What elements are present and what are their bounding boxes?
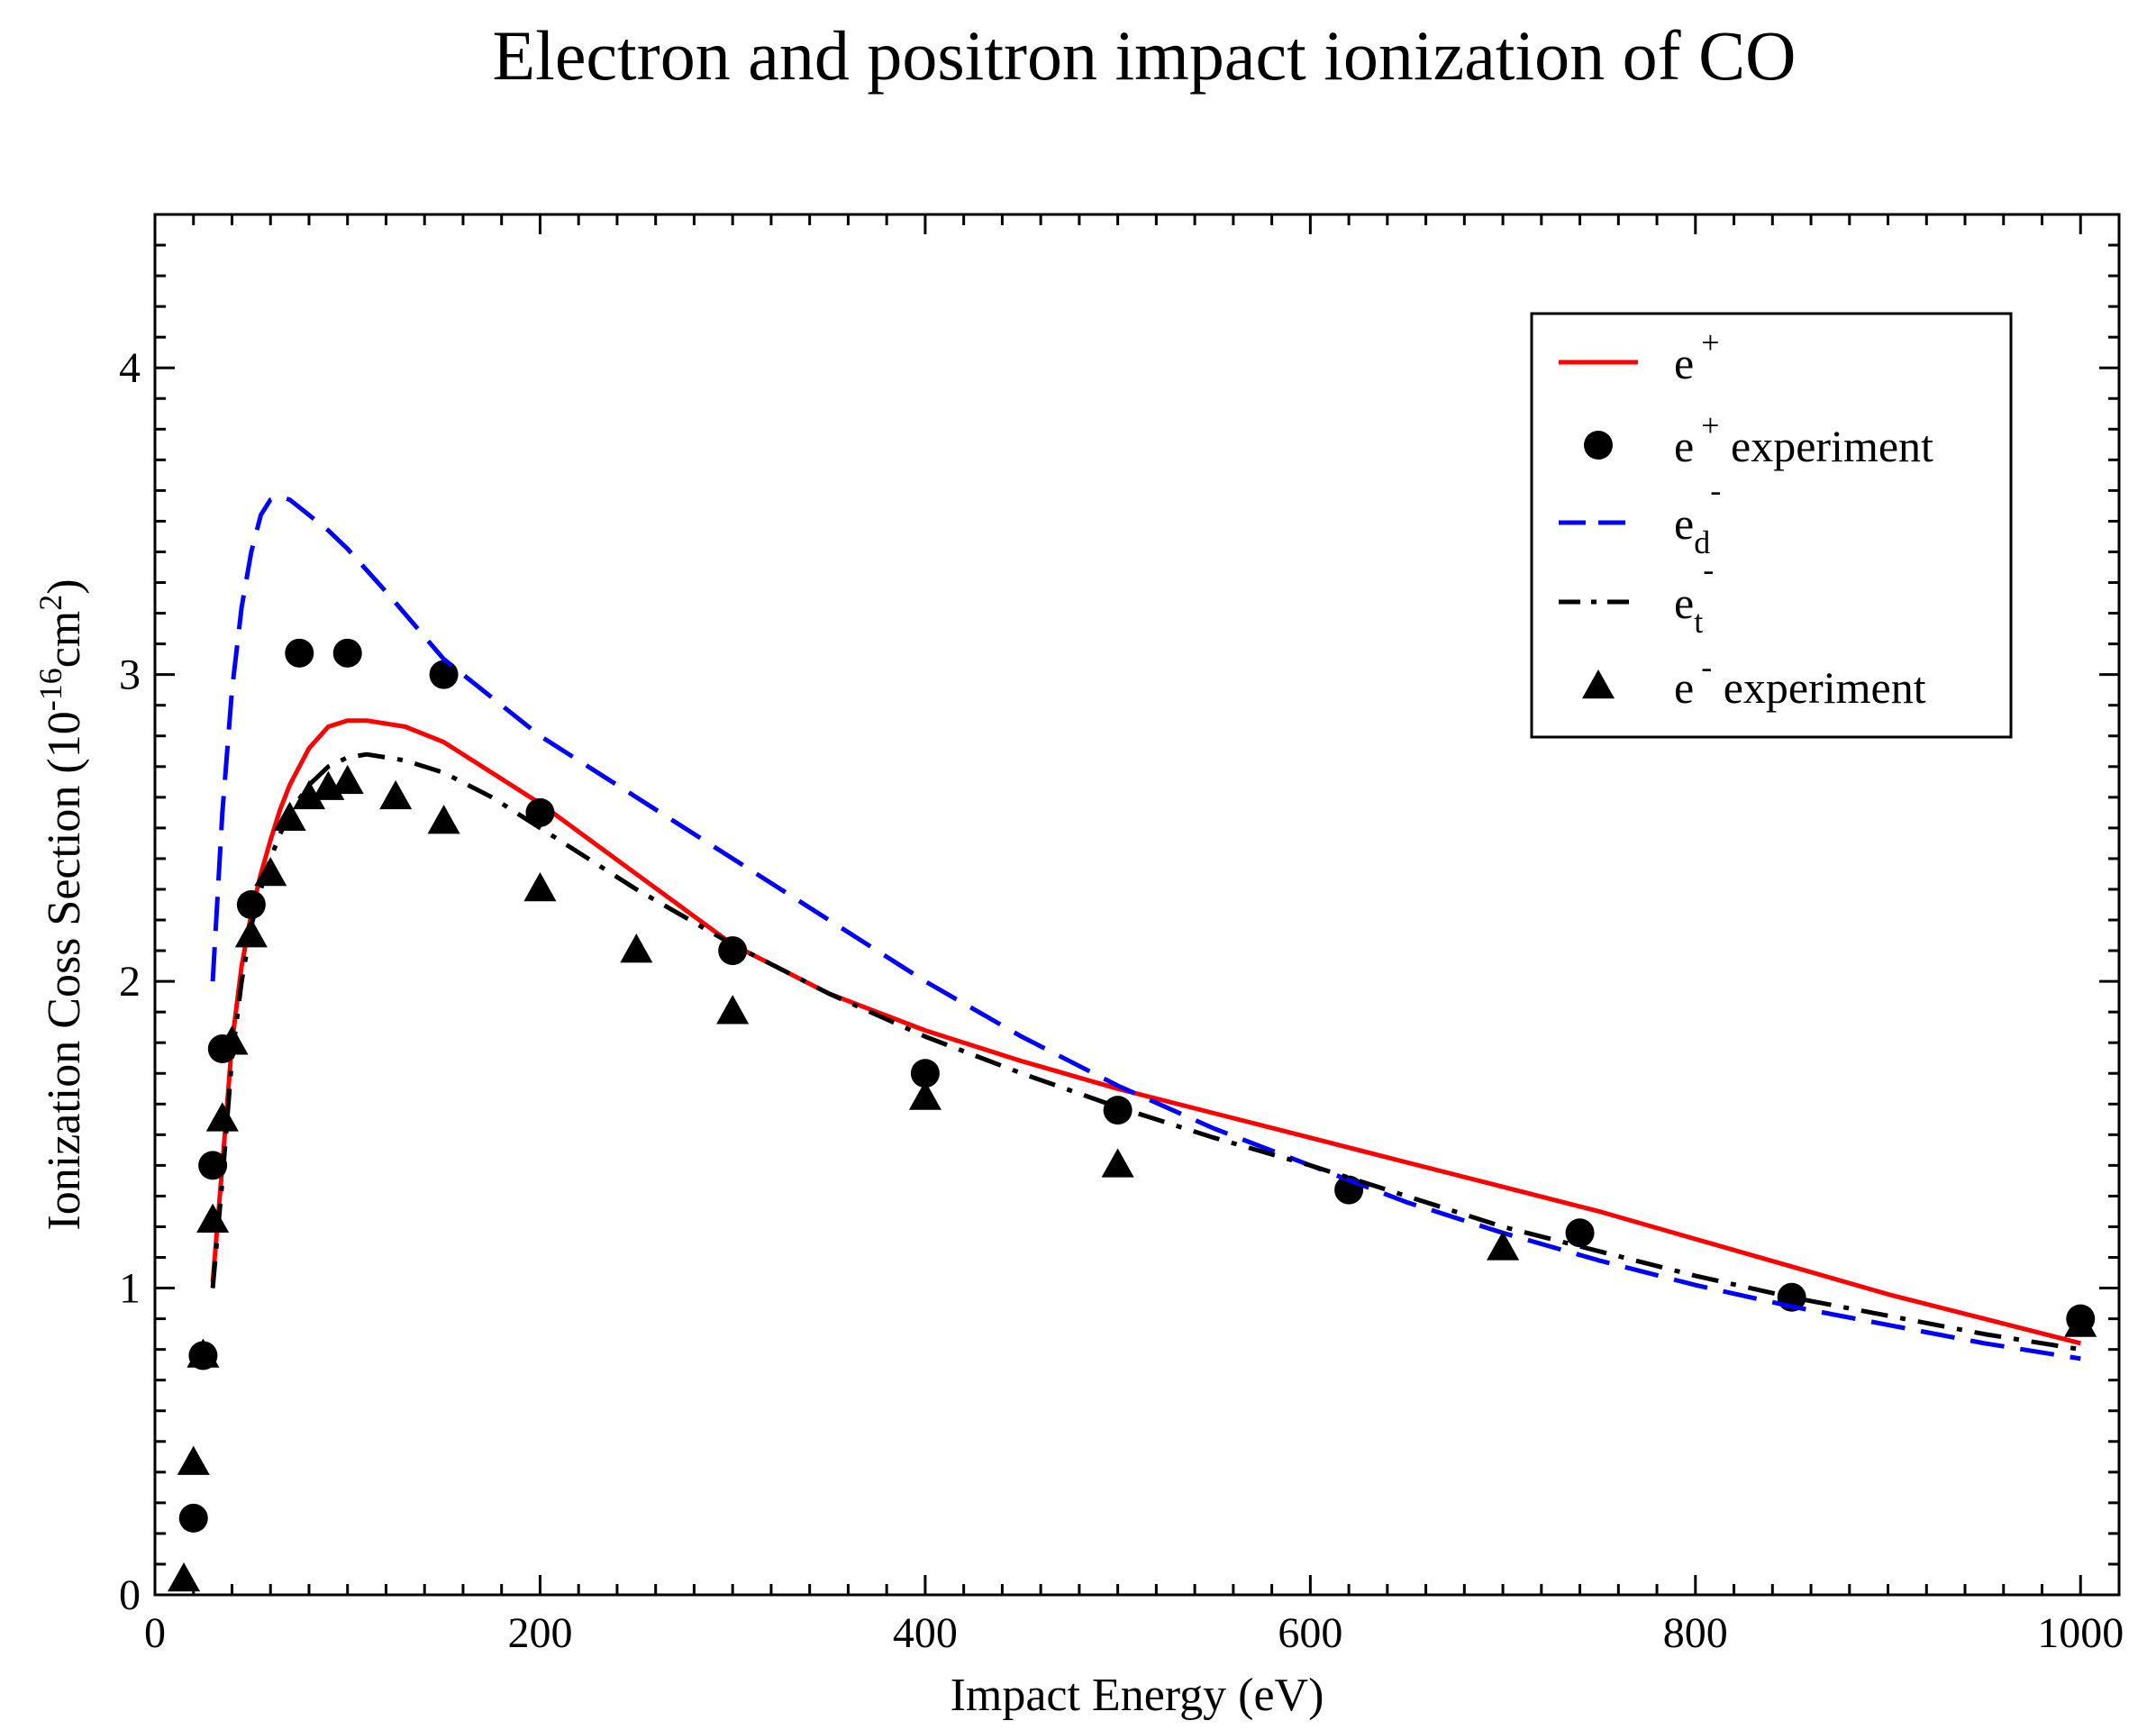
x-tick-label: 600 bbox=[1278, 1609, 1342, 1657]
data-point-triangle bbox=[908, 1080, 942, 1110]
x-tick-label: 0 bbox=[144, 1609, 166, 1657]
data-point-triangle bbox=[254, 856, 287, 887]
y-axis-label: Ionization Coss Section (10-16cm2) bbox=[32, 578, 90, 1230]
x-axis-label: Impact Energy (eV) bbox=[951, 1670, 1324, 1721]
data-point-triangle bbox=[177, 1445, 210, 1475]
data-point-triangle bbox=[716, 995, 750, 1024]
data-point-triangle bbox=[196, 1203, 230, 1233]
data-point-circle bbox=[1103, 1096, 1133, 1125]
y-tick-label: 2 bbox=[119, 958, 141, 1006]
legend-swatch-4 bbox=[1581, 669, 1615, 699]
y-label-exp1: -16 bbox=[32, 668, 68, 711]
data-point-circle bbox=[718, 936, 748, 966]
legend-label-1: e + experiment bbox=[1674, 407, 1933, 471]
x-tick-label: 800 bbox=[1663, 1609, 1728, 1657]
data-point-triangle bbox=[215, 1025, 249, 1055]
legend-label-2: ed- bbox=[1674, 472, 1721, 560]
data-point-triangle bbox=[620, 933, 653, 963]
plot-series bbox=[168, 494, 2097, 1592]
legend-label-3: et- bbox=[1674, 551, 1714, 640]
data-point-triangle bbox=[205, 1102, 239, 1132]
data-point-triangle bbox=[186, 1338, 220, 1368]
data-point-circle bbox=[178, 1503, 208, 1533]
y-tick-label: 1 bbox=[119, 1265, 141, 1313]
data-point-circle bbox=[236, 890, 266, 919]
data-point-triangle bbox=[1101, 1148, 1134, 1178]
legend-label-4: e- experiment bbox=[1674, 649, 1926, 713]
plot-frame bbox=[153, 213, 2121, 1597]
data-point-triangle bbox=[427, 805, 460, 834]
data-point-triangle bbox=[273, 801, 306, 831]
legend-swatch-1 bbox=[1584, 431, 1613, 460]
data-point-circle bbox=[910, 1059, 940, 1088]
data-point-triangle bbox=[331, 764, 364, 795]
x-tick-label: 400 bbox=[893, 1609, 958, 1657]
axis-ticks bbox=[153, 213, 2119, 1597]
data-point-circle bbox=[429, 660, 459, 689]
data-point-triangle bbox=[1487, 1231, 1520, 1261]
chart-title: Electron and positron impact ionization … bbox=[493, 16, 1797, 95]
data-point-circle bbox=[332, 638, 362, 668]
y-tick-label: 3 bbox=[119, 651, 141, 699]
data-point-circle bbox=[1565, 1218, 1595, 1248]
data-point-triangle bbox=[234, 918, 268, 948]
data-point-triangle bbox=[168, 1562, 201, 1592]
data-point-triangle bbox=[523, 871, 557, 902]
y-label-pre: Ionization Coss Section (10 bbox=[39, 711, 90, 1230]
y-tick-label: 4 bbox=[119, 344, 141, 392]
y-tick-label: 0 bbox=[119, 1571, 141, 1619]
series-line-2 bbox=[210, 494, 2081, 1361]
y-label-mid: cm bbox=[39, 611, 90, 669]
data-point-triangle bbox=[2064, 1307, 2097, 1337]
data-point-circle bbox=[285, 638, 314, 668]
series-line-3 bbox=[210, 751, 2081, 1352]
y-label-exp2: 2 bbox=[32, 595, 68, 611]
axis-tick-labels: 0 200 400 600 800 1000 0 1 2 3 4 bbox=[119, 344, 2124, 1657]
data-point-triangle bbox=[379, 779, 413, 810]
data-point-circle bbox=[525, 797, 555, 827]
legend-box bbox=[1530, 312, 2013, 739]
x-tick-label: 1000 bbox=[2037, 1609, 2124, 1657]
data-point-circle bbox=[198, 1151, 228, 1180]
y-label-post: ) bbox=[39, 578, 90, 594]
series-line-0 bbox=[210, 718, 2081, 1346]
data-point-triangle bbox=[292, 779, 326, 810]
legend-label-0: e + bbox=[1674, 324, 1720, 388]
x-tick-label: 200 bbox=[507, 1609, 572, 1657]
